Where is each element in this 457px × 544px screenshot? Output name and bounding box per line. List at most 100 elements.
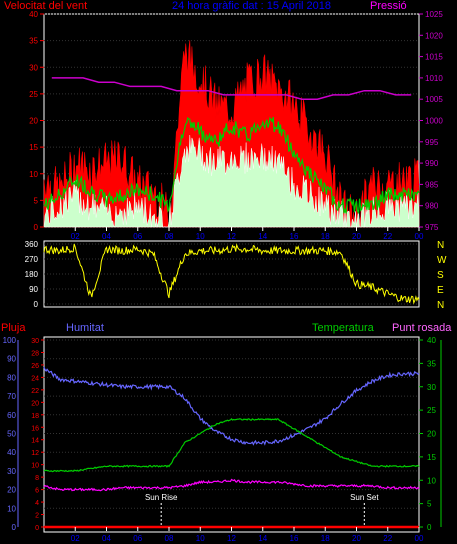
pressure-ytick-label: 1010	[425, 74, 443, 83]
wind-xtick-label: 16	[290, 232, 299, 241]
rain-ytick-label: 26	[31, 363, 39, 370]
wind-ytick-label: 25	[29, 90, 38, 99]
rain-ytick-label: 14	[31, 438, 39, 445]
pressure-ytick-label: 1020	[425, 31, 443, 40]
wind-xtick-label: 12	[227, 232, 236, 241]
direction-ytick-label: 180	[25, 270, 39, 279]
temperature-ytick-label: 40	[427, 336, 436, 345]
rain-ytick-label: 12	[31, 450, 39, 457]
rain-ytick-label: 20	[31, 400, 39, 407]
humidity-ytick-label: 80	[7, 373, 16, 382]
climate-xtick-label: 10	[196, 534, 205, 543]
direction-ytick-label: 90	[29, 285, 38, 294]
rain-ytick-label: 4	[35, 500, 39, 507]
climate-xtick-label: 08	[165, 534, 174, 543]
compass-label-w: W	[437, 255, 447, 266]
humidity-ytick-label: 20	[7, 486, 16, 495]
temperature-ytick-label: 15	[427, 453, 436, 462]
temperature-ytick-label: 20	[427, 430, 436, 439]
climate-xtick-label: 22	[383, 534, 392, 543]
wind-ytick-label: 20	[29, 117, 38, 126]
wind-ytick-label: 0	[34, 223, 39, 232]
temperature-ytick-label: 35	[427, 359, 436, 368]
direction-ytick-label: 270	[25, 255, 39, 264]
wind-ytick-label: 30	[29, 63, 38, 72]
climate-xtick-label: 06	[133, 534, 142, 543]
wind-ytick-label: 35	[29, 37, 38, 46]
wind-direction-line	[43, 243, 420, 305]
dewpoint-label: Punt rosada	[392, 322, 452, 334]
compass-label-n: N	[437, 240, 444, 251]
temperature-ytick-label: 5	[427, 500, 432, 509]
wind-ytick-label: 10	[29, 170, 38, 179]
sun-rise-label: Sun Rise	[145, 493, 178, 502]
wind-xtick-label: 00	[415, 232, 424, 241]
climate-xtick-label: 00	[415, 534, 424, 543]
climate-xtick-label: 02	[71, 534, 80, 543]
temperature-line	[43, 418, 420, 473]
wind-ytick-label: 40	[29, 10, 38, 19]
temperature-ytick-label: 25	[427, 406, 436, 415]
pressure-title: Pressió	[370, 0, 407, 12]
humidity-ytick-label: 10	[7, 504, 16, 513]
pressure-ytick-label: 985	[425, 180, 439, 189]
pressure-ytick-label: 990	[425, 159, 439, 168]
pressure-ytick-label: 1000	[425, 117, 443, 126]
humidity-ytick-label: 90	[7, 355, 16, 364]
humidity-ytick-label: 70	[7, 392, 16, 401]
humidity-ytick-label: 30	[7, 467, 16, 476]
wind-xtick-label: 10	[196, 232, 205, 241]
climate-panel-frame	[43, 336, 420, 533]
climate-xtick-label: 12	[227, 534, 236, 543]
humidity-line	[43, 366, 420, 446]
direction-ytick-label: 360	[25, 240, 39, 249]
rain-ytick-label: 30	[31, 338, 39, 345]
rain-ytick-label: 0	[35, 525, 39, 532]
wind-ytick-label: 5	[34, 196, 39, 205]
climate-xtick-label: 14	[258, 534, 267, 543]
pressure-ytick-label: 1025	[425, 10, 443, 19]
rain-ytick-label: 22	[31, 388, 39, 395]
temperature-ytick-label: 0	[427, 523, 432, 532]
compass-label-n: N	[437, 300, 444, 311]
climate-xtick-label: 18	[321, 534, 330, 543]
rain-ytick-label: 8	[35, 475, 39, 482]
wind-xtick-label: 02	[71, 232, 80, 241]
sun-set-label: Sun Set	[350, 493, 379, 502]
rain-ytick-label: 18	[31, 413, 39, 420]
humidity-ytick-label: 40	[7, 448, 16, 457]
rain-ytick-label: 24	[31, 375, 39, 382]
direction-ytick-label: 0	[34, 300, 39, 309]
temperature-ytick-label: 30	[427, 383, 436, 392]
wind-xtick-label: 22	[383, 232, 392, 241]
pressure-line	[51, 77, 412, 100]
wind-speed-title: Velocitat del vent	[4, 0, 87, 12]
compass-label-s: S	[437, 270, 444, 281]
humidity-ytick-label: 50	[7, 430, 16, 439]
humidity-label: Humitat	[66, 322, 104, 334]
humidity-ytick-label: 100	[3, 336, 17, 345]
wind-average-line	[43, 116, 420, 215]
pressure-ytick-label: 995	[425, 138, 439, 147]
rain-label: Pluja	[1, 322, 26, 334]
rain-ytick-label: 2	[35, 513, 39, 520]
temperature-label: Temperatura	[312, 322, 375, 334]
wind-ytick-label: 15	[29, 143, 38, 152]
rain-ytick-label: 10	[31, 463, 39, 470]
wind-xtick-label: 14	[258, 232, 267, 241]
pressure-ytick-label: 1005	[425, 95, 443, 104]
wind-xtick-label: 06	[133, 232, 142, 241]
temperature-ytick-label: 10	[427, 476, 436, 485]
pressure-ytick-label: 975	[425, 223, 439, 232]
wind-xtick-label: 20	[352, 232, 361, 241]
humidity-ytick-label: 60	[7, 411, 16, 420]
chart-date-title: 24 hora gràfic dat : 15 April 2018	[172, 0, 331, 12]
rain-ytick-label: 6	[35, 488, 39, 495]
dewpoint-line	[43, 478, 420, 492]
wind-xtick-label: 04	[102, 232, 111, 241]
pressure-ytick-label: 980	[425, 202, 439, 211]
humidity-ytick-label: 0	[12, 523, 17, 532]
climate-xtick-label: 04	[102, 534, 111, 543]
rain-ytick-label: 16	[31, 425, 39, 432]
